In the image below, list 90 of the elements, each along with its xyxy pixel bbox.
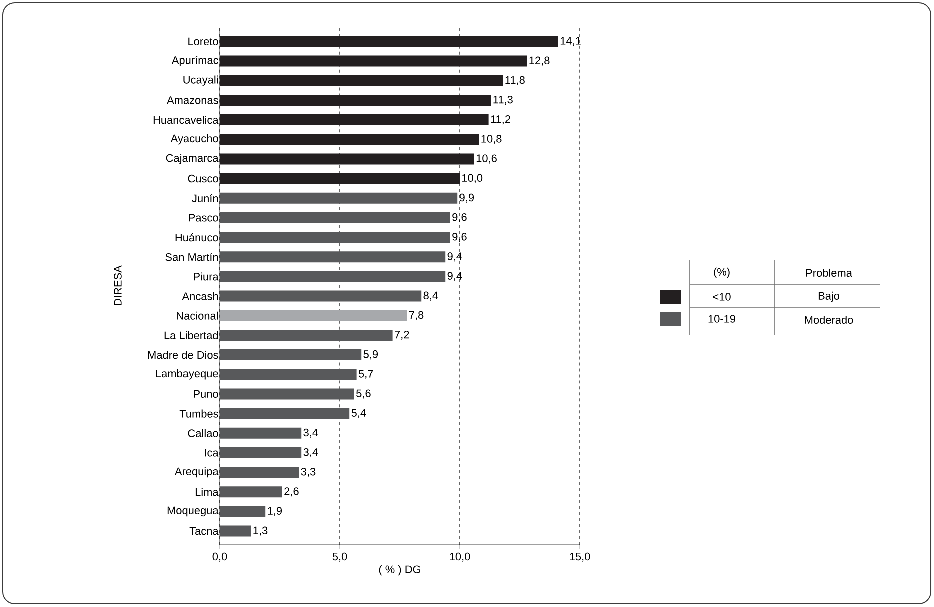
y-tick-label: Tacna [190,527,219,536]
y-tick-label: Huánuco [176,233,218,242]
bar [220,428,302,439]
text: 3,4 [304,448,318,458]
y-tick-label: San Martín [166,253,218,262]
y-tick-label: Ica [205,449,219,457]
y-tick-label: Loreto [188,38,218,46]
y-tick-label: Puno [194,390,218,398]
text: Problema [806,268,852,278]
y-tick-label: Ucayali [184,76,218,86]
bar [220,252,446,263]
text: 10,6 [476,154,497,164]
text: 7,8 [409,311,424,320]
y-tick-label: Cusco [188,174,218,183]
text: 5,4 [352,409,366,418]
text: 10,0 [462,174,483,184]
text: 8,4 [424,292,438,301]
y-tick-label: Ayacucho [170,134,218,145]
x-tick-label: 10,0 [450,552,470,562]
y-tick-label: Ancash [182,292,218,300]
text: 3,4 [304,428,318,438]
text: 1,3 [254,526,268,536]
bar [220,114,489,126]
x-tick-label: 15,0 [570,552,590,562]
text: Bajo [818,292,840,302]
text: 1,9 [268,507,282,516]
text: 12,8 [530,56,550,66]
text: 5,6 [356,390,371,399]
bar [220,330,393,341]
text: 9,6 [452,233,467,242]
bar [220,369,357,380]
y-tick-label: Nacional [177,312,218,320]
bar [220,408,350,420]
y-tick-label: Arequipa [174,467,219,478]
bar [220,310,408,322]
y-tick-label: Pasco [189,214,218,222]
bar [220,56,528,67]
text: 9,6 [452,213,467,222]
y-tick-label: Apurímac [172,56,219,66]
bar [220,467,300,478]
x-axis-title: ( % ) DG [379,565,420,576]
text: 11,2 [491,116,510,125]
bar [220,94,492,106]
y-tick-label: Lambayeque [156,370,218,380]
y-tick-label: Huancavelica [154,116,219,124]
x-tick-label: 0,0 [212,552,228,562]
bar [220,212,450,224]
y-tick-label: Madre de Dios [148,351,218,360]
y-axis-title: DIRESA [114,266,122,306]
text: 9,4 [448,252,462,262]
text: 11,3 [494,96,513,105]
text: 5,7 [358,370,374,380]
text: 11,8 [506,76,525,86]
text: 7,2 [395,330,410,340]
bar [220,290,422,302]
bar [220,506,266,518]
bar [220,154,474,165]
bar [220,134,480,146]
y-tick-label: Piura [194,272,219,281]
bar [220,75,504,86]
text: 2,6 [284,488,299,497]
text: Moderado [805,316,854,324]
y-tick-label: Amazonas [167,96,218,104]
text: 14,1 [560,37,581,46]
bar [220,192,458,204]
y-tick-label: Moquegua [168,506,219,517]
y-tick-label: Callao [188,429,218,438]
bar [220,232,450,244]
bar [220,388,354,400]
text: 10-19 [708,315,736,323]
bar [220,36,558,48]
bar [220,271,446,282]
text: 5,9 [364,350,378,360]
y-tick-label: Lima [196,488,219,496]
text: 10,8 [482,135,502,144]
x-tick-label: 5,0 [332,552,348,562]
bar [220,447,302,458]
legend-title: (%) [714,268,730,278]
bar [220,173,460,184]
bar [220,526,252,537]
y-tick-label: Junín [192,194,218,202]
y-tick-label: La Libertad [164,331,218,340]
y-tick-label: Tumbes [180,410,218,418]
text: <10 [713,293,731,301]
text: 9,9 [460,194,474,203]
bar [220,486,282,498]
text: 9,4 [448,272,462,282]
y-tick-label: Cajamarca [166,154,219,164]
text: 3,3 [301,468,316,478]
bar [220,350,362,361]
